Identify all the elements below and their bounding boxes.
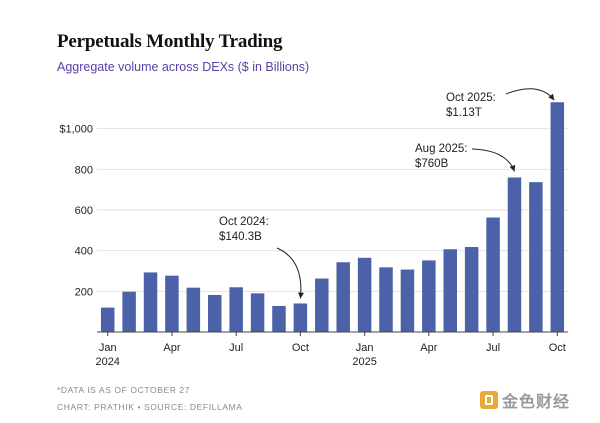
x-tick-label: Jul: [486, 342, 500, 354]
bar: [143, 272, 158, 332]
bar: [165, 275, 179, 332]
y-tick-label: 400: [75, 246, 93, 258]
x-tick-year-label: 2024: [95, 356, 119, 368]
bar: [122, 291, 136, 332]
bar: [486, 217, 500, 332]
y-tick-label: 800: [75, 164, 93, 176]
bar: [293, 303, 308, 332]
bar: [507, 177, 522, 332]
annotation-label: Aug 2025:: [415, 143, 467, 155]
y-tick-label: $1,000: [59, 124, 93, 136]
bar: [272, 305, 286, 332]
annotation-value: $1.13T: [446, 107, 482, 119]
x-tick-label: Apr: [420, 342, 437, 354]
watermark: 金色财经: [480, 388, 570, 412]
y-tick-label: 600: [75, 205, 93, 217]
bar: [315, 278, 329, 332]
bar: [229, 287, 243, 332]
annotation-arrow: [276, 247, 304, 299]
bar: [186, 287, 201, 332]
bar: [443, 249, 457, 332]
bar: [400, 269, 415, 332]
bar: [250, 293, 265, 332]
x-tick-year-label: 2025: [352, 356, 376, 368]
x-tick-label: Jul: [229, 342, 243, 354]
bar: [464, 247, 479, 332]
bar: [379, 267, 393, 332]
footnote-source: CHART: PRATHIK • SOURCE: DEFILLAMA: [57, 402, 243, 412]
bar: [550, 102, 565, 332]
bar: [208, 294, 222, 332]
bar: [422, 260, 436, 332]
footnote-data-date: *DATA IS AS OF OCTOBER 27: [57, 385, 191, 395]
x-tick-label: Apr: [163, 342, 180, 354]
annotation-label: Oct 2024:: [219, 216, 269, 228]
coin-logo-icon: [480, 391, 498, 409]
x-tick-label: Jan: [99, 342, 117, 354]
x-tick-label: Oct: [549, 342, 566, 354]
x-tick-label: Oct: [292, 342, 309, 354]
annotation-arrow: [505, 88, 555, 101]
chart-title: Perpetuals Monthly Trading: [57, 31, 283, 52]
watermark-text: 金色财经: [502, 394, 571, 411]
bar: [100, 307, 115, 332]
bar: [336, 262, 350, 332]
annotation-arrow: [471, 148, 516, 172]
annotation-label: Oct 2025:: [446, 92, 496, 104]
bar: [529, 182, 543, 332]
x-tick-label: Jan: [356, 342, 374, 354]
chart-subtitle: Aggregate volume across DEXs ($ in Billi…: [57, 60, 310, 74]
annotation-value: $760B: [415, 158, 449, 170]
annotation-value: $140.3B: [219, 231, 262, 243]
y-tick-label: 200: [75, 286, 93, 298]
bar: [357, 257, 372, 332]
